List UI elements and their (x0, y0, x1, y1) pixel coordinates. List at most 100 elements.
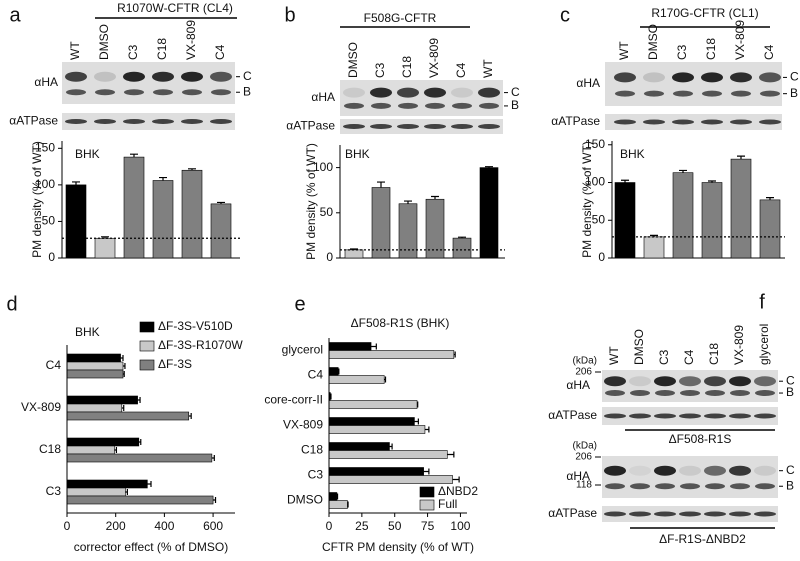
band (704, 465, 726, 476)
bar (328, 375, 385, 384)
band (629, 376, 651, 387)
construct-label: R170G-CFTR (CL1) (651, 6, 758, 20)
error-bar (679, 169, 687, 173)
band (729, 413, 751, 419)
error-bar (336, 493, 339, 500)
annotation: BHK (75, 325, 100, 339)
lane-label: WT (481, 59, 495, 78)
bar (66, 411, 190, 421)
lane-label: VX-809 (184, 20, 198, 60)
category-label: DMSO (287, 493, 323, 507)
band (397, 124, 419, 129)
x-tick-label: 100 (450, 519, 470, 533)
legend-label: ΔF-3S-V510D (158, 319, 233, 333)
lane-label: C4 (762, 44, 776, 60)
marker-label: 206 (575, 452, 592, 463)
band (672, 72, 694, 83)
marker-label: 206 (575, 367, 592, 378)
error-bar (621, 179, 629, 183)
bar (328, 467, 424, 476)
bar (614, 182, 636, 259)
band (643, 72, 665, 83)
band (679, 511, 701, 517)
bar (328, 367, 339, 376)
category-label: C18 (301, 443, 323, 457)
band (654, 376, 676, 387)
band (478, 124, 500, 129)
bar (152, 180, 174, 259)
band (614, 119, 636, 125)
chart-title: ΔF508-R1S (BHK) (351, 316, 450, 330)
error-bar (423, 468, 430, 475)
category-label: VX-809 (21, 400, 61, 414)
band (679, 376, 701, 387)
band (182, 89, 202, 96)
band (479, 102, 499, 109)
category-label: C4 (308, 368, 324, 382)
lane-label: VX-809 (427, 38, 441, 78)
y-tick-label: 0 (326, 250, 333, 264)
probe-label: αHA (576, 76, 600, 90)
error-bar (213, 497, 217, 503)
bar (66, 437, 140, 447)
error-bar (347, 501, 349, 508)
band (452, 102, 472, 109)
bar (371, 187, 391, 259)
band (705, 390, 725, 397)
lane-label: C4 (454, 62, 468, 78)
error-bar (101, 236, 109, 239)
band (755, 390, 775, 397)
lane-label: C18 (155, 38, 169, 60)
error-bar (147, 481, 152, 487)
error-bar (188, 168, 196, 171)
category-label: C3 (46, 484, 62, 498)
lane-label: C18 (400, 56, 414, 78)
error-bar (404, 200, 412, 204)
bar (66, 445, 115, 455)
band (604, 511, 626, 517)
error-bar (217, 201, 225, 204)
band (672, 119, 694, 125)
error-bar (114, 447, 118, 453)
bar (328, 442, 390, 451)
x-tick-label: 25 (355, 519, 369, 533)
band (614, 72, 636, 83)
band (210, 119, 232, 124)
bar (730, 158, 752, 259)
construct-label: ΔF-R1S-ΔNBD2 (659, 532, 746, 546)
y-tick-label: 50 (592, 212, 606, 226)
bar (181, 169, 203, 259)
bar (452, 237, 472, 259)
error-bar (708, 180, 716, 183)
error-bar (417, 401, 419, 408)
band (153, 89, 173, 96)
x-axis-label: CFTR PM density (% of WT) (322, 540, 474, 554)
band (731, 90, 751, 97)
bar (66, 403, 123, 413)
error-bar (737, 155, 745, 160)
band-label: B (511, 98, 519, 112)
lane-label: C3 (675, 44, 689, 60)
band (211, 89, 231, 96)
panel-letter: b (284, 4, 295, 26)
error-bar (485, 166, 493, 168)
band (94, 71, 116, 82)
band (654, 413, 676, 419)
category-label: C3 (308, 468, 324, 482)
band (730, 119, 752, 125)
band (425, 102, 445, 109)
band (95, 89, 115, 96)
band (680, 390, 700, 397)
band (478, 87, 500, 98)
band-label: B (243, 84, 251, 98)
bar (479, 167, 499, 259)
legend-label: ΔNBD2 (438, 484, 478, 498)
category-label: C4 (46, 358, 62, 372)
band (181, 71, 203, 82)
bar (328, 417, 415, 426)
band (343, 87, 365, 98)
lane-label: VX-809 (732, 325, 746, 365)
y-tick-label: 150 (585, 137, 605, 151)
band (424, 124, 446, 129)
lane-label: DMSO (632, 329, 646, 365)
